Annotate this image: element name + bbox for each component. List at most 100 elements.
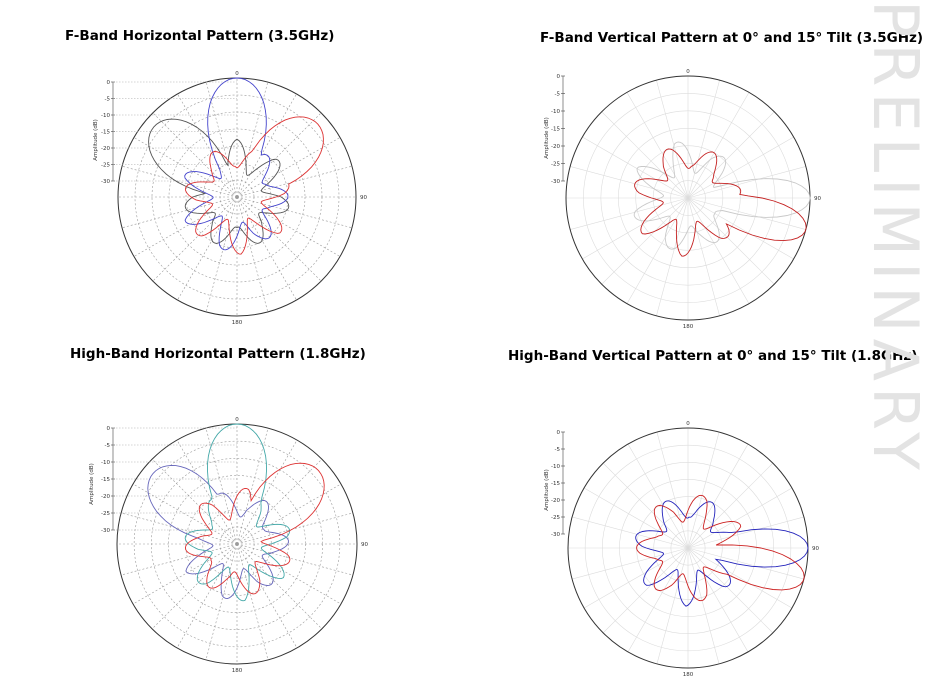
grid-spoke	[176, 439, 238, 545]
grid-spoke	[570, 166, 689, 199]
grid-spoke	[656, 432, 689, 549]
grid-spoke	[236, 196, 353, 229]
grid-spoke	[601, 111, 689, 199]
radial-tick-label: -10	[551, 464, 560, 470]
radial-tick-label: -5	[105, 97, 111, 103]
pattern-series-0	[147, 464, 289, 599]
grid-spoke	[687, 197, 750, 304]
grid-spoke	[236, 543, 269, 660]
radial-axis-label: Amplitude (dB)	[93, 119, 99, 161]
grid-spoke	[236, 543, 298, 649]
radial-tick-label: -25	[551, 515, 560, 521]
grid-spoke	[687, 80, 720, 199]
grid-spoke	[687, 197, 806, 230]
radial-tick-label: 0	[557, 430, 561, 436]
grid-spoke	[572, 547, 689, 580]
angle-label: 180	[683, 324, 694, 330]
grid-spoke	[121, 512, 238, 545]
grid-spoke	[627, 443, 689, 549]
grid-spoke	[151, 458, 238, 545]
polar-chart-3: 0 -5 -10 -15 -20 -25 -30 Amplitude (dB) 0 90 180	[544, 421, 819, 678]
grid-spoke	[583, 547, 689, 609]
grid-spoke	[656, 547, 689, 664]
grid-spoke	[236, 543, 353, 576]
grid-spoke	[687, 547, 720, 664]
grid-spoke	[236, 512, 353, 545]
grid-spoke	[687, 462, 774, 549]
grid-spoke	[687, 547, 774, 634]
grid-spoke	[236, 543, 342, 605]
radial-axis-label: Amplitude (dB)	[544, 117, 550, 159]
angle-label: 0	[686, 69, 690, 75]
grid-spoke	[236, 483, 342, 545]
grid-spoke	[687, 443, 749, 549]
grid-spoke	[582, 136, 689, 199]
angle-label: 180	[232, 320, 243, 326]
pattern-series-1	[184, 423, 291, 602]
radial-axis-label: Amplitude (dB)	[544, 469, 550, 511]
grid-spoke	[687, 516, 804, 549]
radial-tick-label: -15	[551, 481, 560, 487]
grid-spoke	[656, 197, 689, 316]
radial-tick-label: -5	[105, 443, 111, 449]
grid-spoke	[687, 487, 793, 549]
watermark-text: PRELIMINARY	[862, 0, 932, 476]
pattern-series-0	[635, 500, 809, 607]
grid-spoke	[687, 197, 775, 285]
grid-spoke	[687, 547, 793, 609]
radial-tick-label: -5	[555, 92, 561, 98]
grid-spoke	[687, 432, 720, 549]
grid-spoke	[572, 516, 689, 549]
grid-spoke	[121, 543, 238, 576]
grid-spoke	[236, 93, 297, 198]
grid-spoke	[656, 80, 689, 199]
angle-label: 90	[361, 542, 368, 548]
chart-title-f-band-vertical: F-Band Vertical Pattern at 0° and 15° Ti…	[540, 30, 924, 46]
grid-spoke	[687, 197, 720, 316]
watermark: PRELIMINARY	[862, 0, 932, 476]
polar-chart-2: 0 -5 -10 -15 -20 -25 -30 Amplitude (dB) 0 90 180	[89, 417, 368, 674]
grid-ring	[185, 492, 289, 596]
pattern-series-1	[636, 494, 805, 602]
grid-spoke	[151, 543, 238, 630]
grid-spoke	[236, 112, 322, 198]
radial-tick-label: -30	[101, 179, 110, 185]
grid-spoke	[626, 92, 689, 199]
radial-tick-label: -30	[551, 179, 560, 185]
chart-title-f-band-horizontal: F-Band Horizontal Pattern (3.5GHz)	[65, 28, 335, 44]
grid-spoke	[121, 196, 238, 229]
grid-spoke	[687, 111, 775, 199]
pattern-series-0	[633, 141, 811, 250]
grid-spoke	[236, 439, 298, 545]
pattern-series-2	[184, 462, 325, 595]
grid-spoke	[570, 197, 689, 230]
angle-label: 90	[360, 195, 367, 201]
grid-spoke	[602, 462, 689, 549]
radial-tick-label: 0	[107, 80, 111, 86]
grid-spoke	[687, 197, 794, 260]
radial-tick-label: -20	[101, 146, 110, 152]
pattern-series-1	[184, 77, 289, 251]
grid-spoke	[177, 93, 238, 198]
radial-axis-label: Amplitude (dB)	[89, 463, 95, 505]
grid-spoke	[601, 197, 689, 285]
grid-spoke	[176, 543, 238, 649]
grid-spoke	[687, 92, 750, 199]
grid-spoke	[687, 547, 749, 653]
radial-tick-label: -10	[101, 113, 110, 119]
radial-tick-label: -20	[101, 494, 110, 500]
grid-spoke	[132, 543, 238, 605]
radial-tick-label: -30	[101, 528, 110, 534]
radial-tick-label: -15	[101, 130, 110, 136]
chart-title-high-band-horizontal: High-Band Horizontal Pattern (1.8GHz)	[70, 346, 366, 362]
angle-label: 0	[686, 421, 690, 427]
grid-spoke	[583, 487, 689, 549]
radial-tick-label: -30	[551, 532, 560, 538]
grid-ring	[133, 440, 341, 648]
pattern-series-1	[634, 148, 807, 257]
grid-spoke	[687, 547, 804, 580]
grid-spoke	[132, 483, 238, 545]
radial-tick-label: -20	[551, 144, 560, 150]
radial-tick-label: -5	[555, 447, 561, 453]
grid-spoke	[687, 166, 806, 199]
